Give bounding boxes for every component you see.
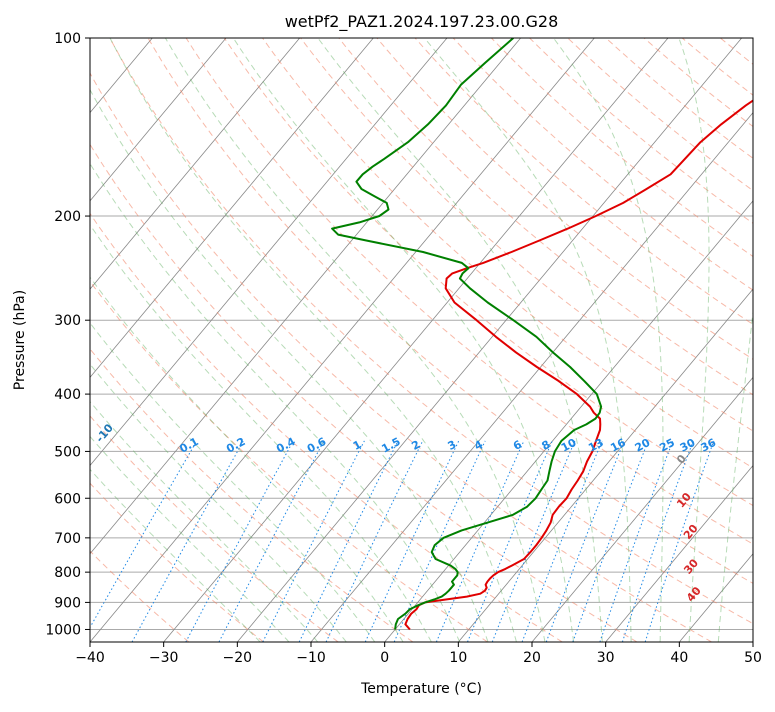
dry-adiabat-line	[0, 38, 488, 642]
moist-adiabat-label: 0	[674, 452, 689, 466]
moist-adiabat-line	[554, 38, 664, 642]
moist-adiabat-line	[0, 38, 318, 642]
dry-adiabat-line	[72, 38, 712, 642]
dry-adiabat-line	[0, 38, 189, 642]
mixing-ratio-line	[219, 441, 324, 642]
isotherm-line	[0, 38, 373, 642]
y-tick-label: 800	[54, 565, 81, 581]
y-tick-label: 500	[54, 444, 81, 460]
isotherm-line	[532, 38, 775, 642]
y-axis-label: Pressure (hPa)	[12, 290, 28, 390]
moist-adiabat-label: 40	[684, 584, 704, 604]
dry-adiabat-line	[415, 38, 775, 642]
y-tick-label: 600	[54, 491, 81, 507]
mixing-ratio-label: 0.4	[274, 435, 298, 456]
x-tick-label: −30	[149, 650, 179, 666]
x-tick-label: 50	[744, 650, 762, 666]
dry-adiabat-line	[530, 38, 775, 642]
isotherm-line	[0, 38, 226, 642]
moist-adiabat-line	[0, 38, 289, 642]
isotherm-line	[311, 38, 775, 642]
moist-adiabat-line	[425, 38, 632, 642]
mixing-ratio-line	[82, 441, 197, 642]
mixing-ratio-line	[546, 441, 624, 642]
moist-adiabat-line	[165, 38, 545, 642]
mixing-ratio-label: 1.5	[379, 435, 402, 456]
moist-adiabat-line	[0, 38, 346, 642]
isotherm-line	[16, 38, 520, 642]
dry-adiabat-line	[759, 38, 775, 642]
dry-adiabat-line	[0, 38, 413, 642]
y-tick-label: 200	[54, 209, 81, 225]
dry-adiabat-line	[110, 38, 775, 642]
mixing-ratio-line	[645, 441, 714, 642]
isotherm-line	[237, 38, 741, 642]
mixing-ratio-label: 0.1	[177, 435, 200, 456]
isotherm-line	[679, 38, 775, 642]
moist-adiabat-label: 30	[681, 556, 701, 576]
x-tick-label: 0	[380, 650, 389, 666]
moist-adiabat-line	[718, 38, 772, 642]
dry-adiabat-line	[568, 38, 775, 642]
dry-adiabat-line	[644, 38, 775, 642]
dry-adiabat-label: -20	[10, 392, 33, 416]
x-tick-label: 30	[597, 650, 615, 666]
mixing-ratio-line	[132, 441, 243, 642]
dry-adiabat-line	[720, 38, 775, 642]
temperature-profile-line	[405, 38, 775, 630]
moist-adiabat-line	[0, 38, 431, 642]
moist-adiabat-line	[233, 38, 573, 642]
x-tick-label: 20	[523, 650, 541, 666]
mixing-ratio-label: 6	[511, 438, 524, 453]
moist-adiabat-line	[0, 38, 375, 642]
y-tick-label: 300	[54, 313, 81, 329]
mixing-ratio-label: 0.2	[224, 435, 247, 456]
isotherm-line	[753, 38, 775, 642]
dry-adiabat-line	[682, 38, 775, 642]
isotherm-line	[0, 38, 5, 642]
dry-adiabat-line	[186, 38, 775, 642]
y-tick-label: 1000	[45, 622, 81, 638]
x-tick-label: −20	[223, 650, 253, 666]
dry-adiabat-line	[0, 38, 338, 642]
moist-adiabat-label: 10	[674, 490, 694, 510]
mixing-ratio-label: 8	[540, 438, 553, 453]
mixing-ratio-line	[299, 441, 398, 642]
y-tick-label: 400	[54, 387, 81, 403]
dry-adiabat-line	[0, 38, 562, 642]
isotherm-line	[90, 38, 594, 642]
y-tick-label: 700	[54, 531, 81, 547]
x-tick-label: −40	[75, 650, 105, 666]
x-axis-label: Temperature (°C)	[360, 681, 482, 697]
isotherm-line	[164, 38, 668, 642]
moist-adiabat-line	[679, 38, 709, 642]
chart-title: wetPf2_PAZ1.2024.197.23.00.G28	[285, 12, 559, 32]
y-tick-label: 900	[54, 595, 81, 611]
moist-adiabat-label: 20	[681, 522, 701, 542]
x-tick-label: −10	[296, 650, 326, 666]
moist-adiabat-line	[0, 38, 260, 642]
y-tick-label: 100	[54, 31, 81, 47]
x-tick-label: 10	[449, 650, 467, 666]
mixing-ratio-label: 0.6	[305, 435, 329, 456]
mixing-ratio-label: 2	[409, 438, 422, 453]
x-tick-label: 40	[670, 650, 688, 666]
